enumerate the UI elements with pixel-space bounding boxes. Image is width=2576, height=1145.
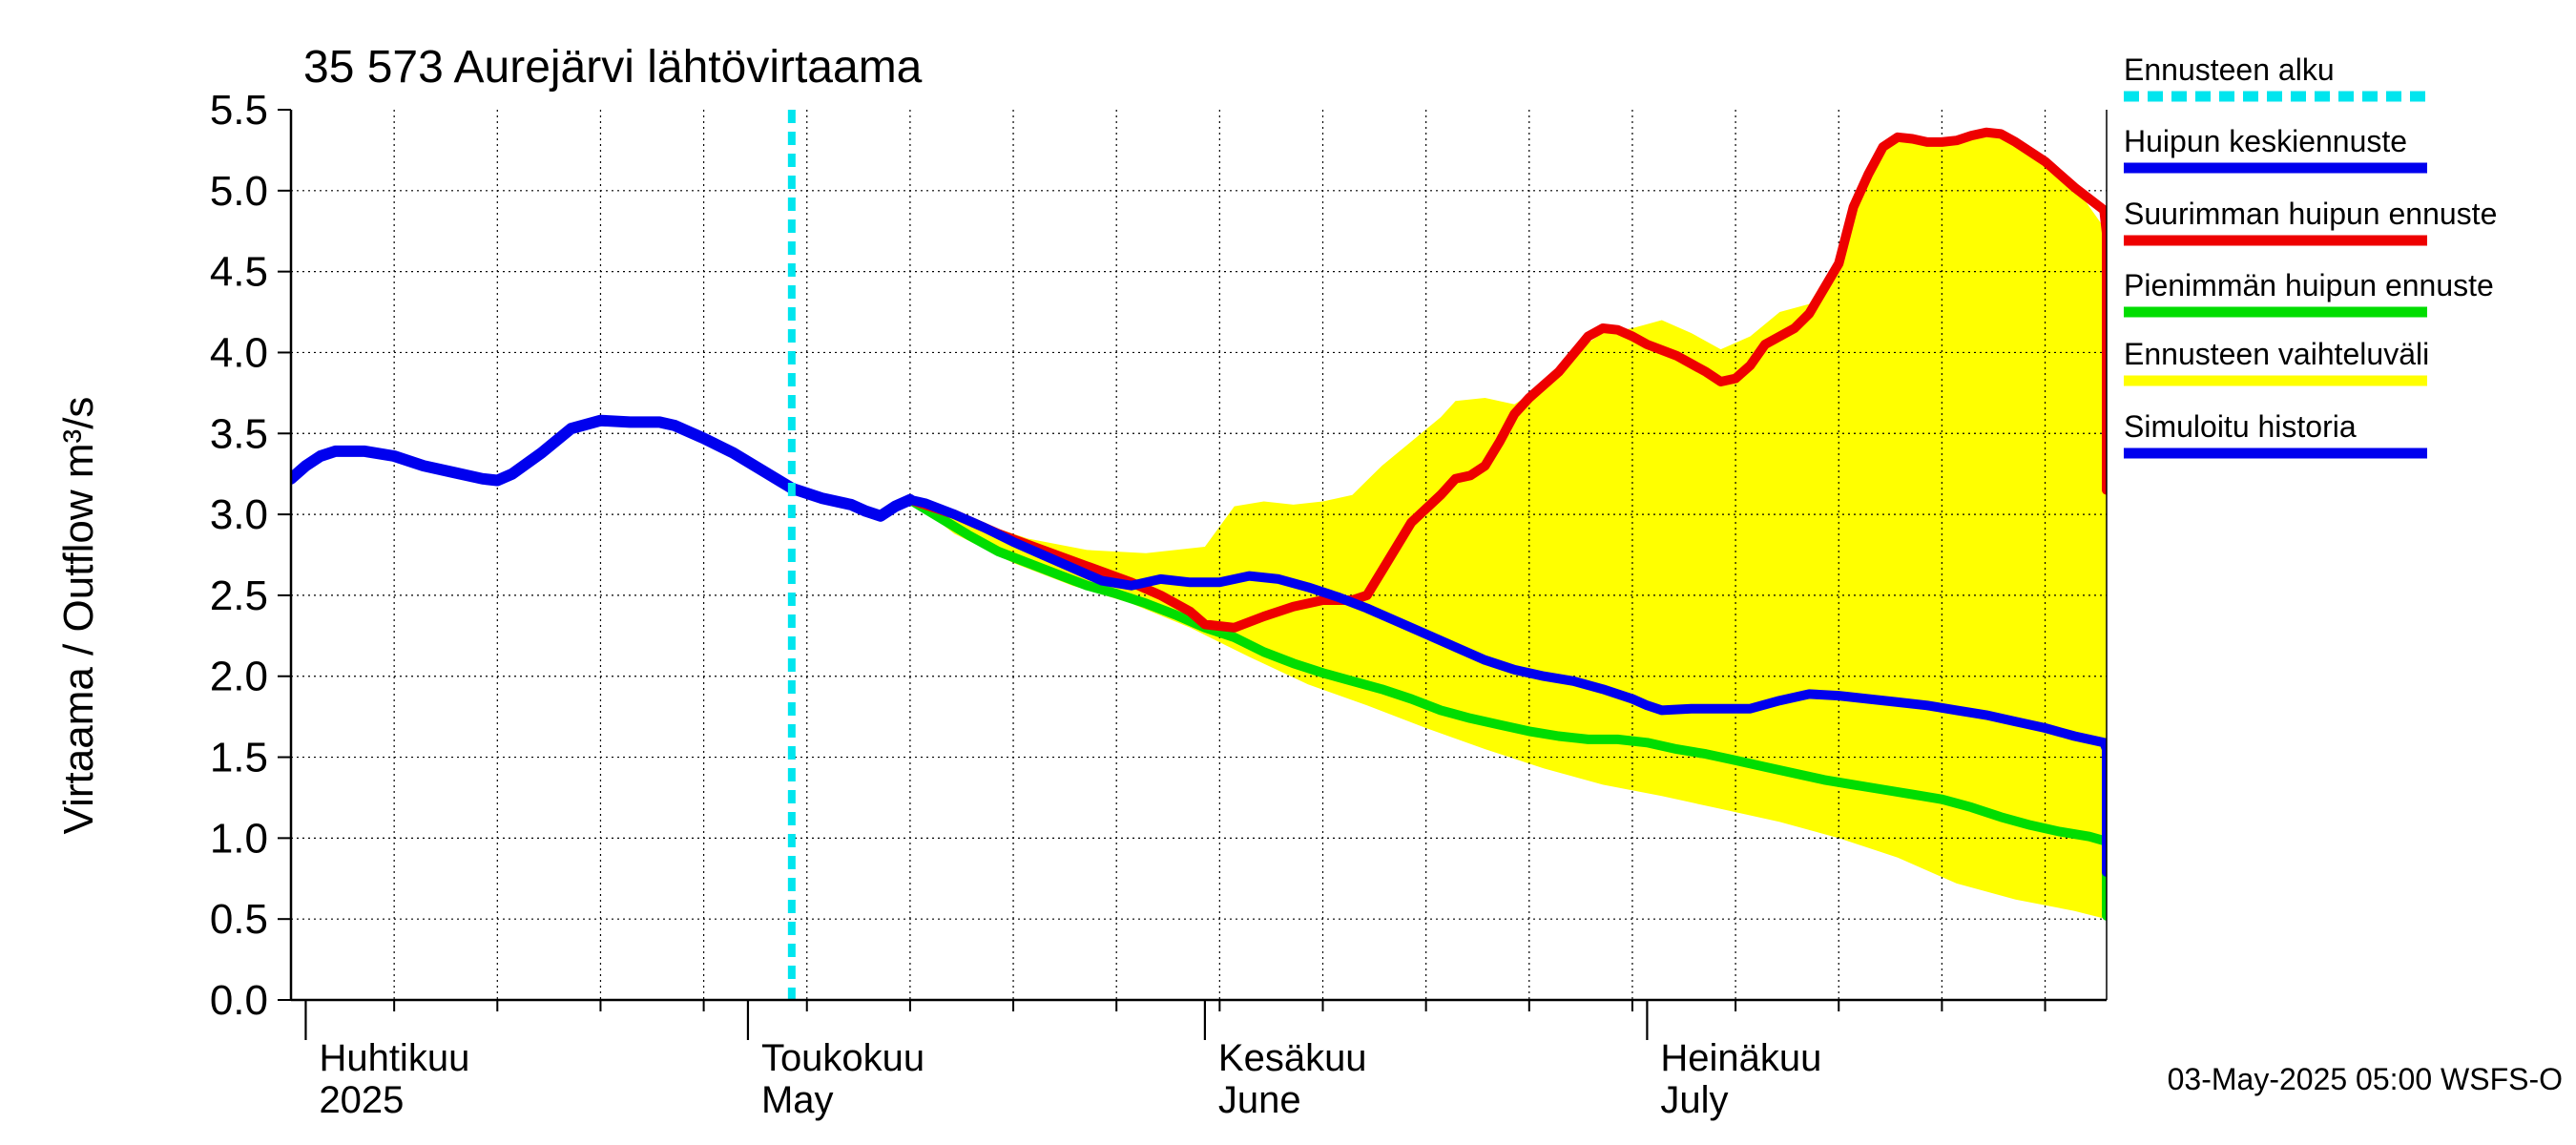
x-month-label-fi: Kesäkuu xyxy=(1218,1037,1367,1079)
x-month-label-en: June xyxy=(1218,1079,1301,1121)
y-tick-label: 5.0 xyxy=(210,168,268,215)
legend-label: Huipun keskiennuste xyxy=(2124,124,2407,158)
y-tick-label: 3.5 xyxy=(210,410,268,457)
y-tick-label: 1.0 xyxy=(210,815,268,862)
simulated-history-line xyxy=(291,414,916,522)
legend-label: Ennusteen vaihteluväli xyxy=(2124,337,2429,371)
forecast-timestamp: 03-May-2025 05:00 WSFS-O xyxy=(2168,1062,2563,1096)
min-peak-forecast-line xyxy=(904,494,2107,921)
legend-label: Simuloitu historia xyxy=(2124,409,2357,444)
mean-peak-forecast-line xyxy=(904,494,2107,877)
x-month-label-fi: Huhtikuu xyxy=(319,1037,469,1079)
x-month-label-en: 2025 xyxy=(319,1079,404,1121)
grid-layer xyxy=(291,110,2107,1000)
forecast-band-layer xyxy=(909,131,2107,971)
x-month-label-en: May xyxy=(761,1079,834,1121)
y-tick-label: 1.5 xyxy=(210,735,268,781)
x-month-label-fi: Toukokuu xyxy=(761,1037,924,1079)
y-tick-label: 2.0 xyxy=(210,654,268,700)
y-tick-label: 2.5 xyxy=(210,572,268,619)
y-tick-label: 3.0 xyxy=(210,491,268,538)
legend-label: Pienimmän huipun ennuste xyxy=(2124,268,2494,302)
legend: Ennusteen alku Huipun keskiennuste Suurimm… xyxy=(2124,52,2497,459)
y-tick-label: 5.5 xyxy=(210,87,268,134)
legend-label: Ennusteen alku xyxy=(2124,52,2335,87)
legend-label: Suurimman huipun ennuste xyxy=(2124,197,2497,231)
y-axis-label: Virtaama / Outflow m³/s xyxy=(55,397,102,835)
x-month-label-en: July xyxy=(1660,1079,1728,1121)
y-tick-label: 0.0 xyxy=(210,977,268,1024)
axis-layer: 0.0 0.5 1.0 1.5 2.0 2.5 3.0 3.5 4.0 4.5 5.0 5.5 Huht… xyxy=(210,87,2108,1121)
y-tick-label: 4.5 xyxy=(210,249,268,296)
forecast-range-band xyxy=(909,131,2107,971)
y-tick-label: 4.0 xyxy=(210,329,268,376)
chart-title: 35 573 Aurejärvi lähtövirtaama xyxy=(303,42,923,93)
y-tick-label: 0.5 xyxy=(210,896,268,943)
max-peak-forecast-line xyxy=(904,127,2107,633)
series-layer xyxy=(291,110,2107,1000)
x-month-label-fi: Heinäkuu xyxy=(1660,1037,1821,1079)
